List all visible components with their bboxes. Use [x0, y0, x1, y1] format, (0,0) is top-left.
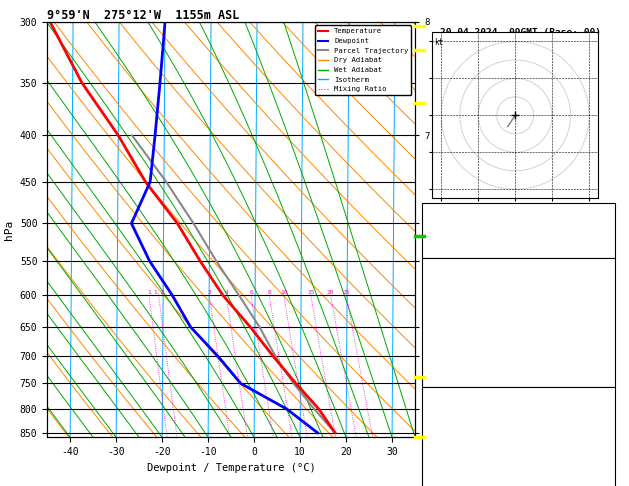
Text: Lifted Index: Lifted Index	[425, 337, 485, 346]
Y-axis label: km
ASL: km ASL	[451, 219, 469, 241]
Text: 6: 6	[249, 290, 253, 295]
Text: 1.2: 1.2	[153, 290, 164, 295]
Text: 13.8: 13.8	[591, 300, 611, 309]
Text: CIN (J): CIN (J)	[425, 485, 460, 486]
Text: kt: kt	[434, 38, 443, 47]
Text: K: K	[425, 208, 430, 216]
Text: 3: 3	[208, 290, 211, 295]
Legend: Temperature, Dewpoint, Parcel Trajectory, Dry Adiabat, Wet Adiabat, Isotherm, Mi: Temperature, Dewpoint, Parcel Trajectory…	[314, 25, 411, 95]
Text: 850: 850	[596, 411, 611, 419]
Text: 8: 8	[267, 290, 271, 295]
Text: 9°59'N  275°12'W  1155m ASL: 9°59'N 275°12'W 1155m ASL	[47, 9, 240, 22]
Text: Temp (°C): Temp (°C)	[425, 281, 470, 290]
Text: 4: 4	[606, 448, 611, 456]
Text: 335: 335	[596, 429, 611, 438]
Text: 4: 4	[225, 290, 228, 295]
Text: 0: 0	[606, 355, 611, 364]
Text: Totals Totals: Totals Totals	[425, 226, 493, 235]
Text: 37: 37	[601, 226, 611, 235]
Text: CAPE (J): CAPE (J)	[425, 355, 465, 364]
Text: Most Unstable: Most Unstable	[486, 392, 550, 401]
Text: 10: 10	[280, 290, 287, 295]
Text: 0: 0	[606, 374, 611, 382]
Text: 0: 0	[606, 466, 611, 475]
Text: 17: 17	[601, 208, 611, 216]
Text: Lifted Index: Lifted Index	[425, 448, 485, 456]
Text: 20: 20	[327, 290, 335, 295]
Text: CIN (J): CIN (J)	[425, 374, 460, 382]
Text: θᴇ (K): θᴇ (K)	[425, 429, 455, 438]
Text: 334: 334	[596, 318, 611, 327]
Text: Dewp (°C): Dewp (°C)	[425, 300, 470, 309]
Text: 17.6: 17.6	[591, 281, 611, 290]
Text: 0: 0	[606, 485, 611, 486]
Y-axis label: hPa: hPa	[4, 220, 14, 240]
Text: Surface: Surface	[501, 263, 536, 272]
Text: 5: 5	[606, 337, 611, 346]
X-axis label: Dewpoint / Temperature (°C): Dewpoint / Temperature (°C)	[147, 463, 316, 473]
Text: © weatheronline.co.uk: © weatheronline.co.uk	[464, 471, 561, 480]
Text: CAPE (J): CAPE (J)	[425, 466, 465, 475]
Text: 25: 25	[343, 290, 350, 295]
Text: PW (cm): PW (cm)	[425, 244, 462, 253]
Text: 15: 15	[307, 290, 314, 295]
Text: 1.81: 1.81	[591, 244, 611, 253]
Text: 20.04.2024  09GMT (Base: 00): 20.04.2024 09GMT (Base: 00)	[440, 28, 601, 37]
Text: Pressure (mb): Pressure (mb)	[425, 411, 490, 419]
Text: 1: 1	[147, 290, 151, 295]
Text: θᴇ(K): θᴇ(K)	[425, 318, 450, 327]
